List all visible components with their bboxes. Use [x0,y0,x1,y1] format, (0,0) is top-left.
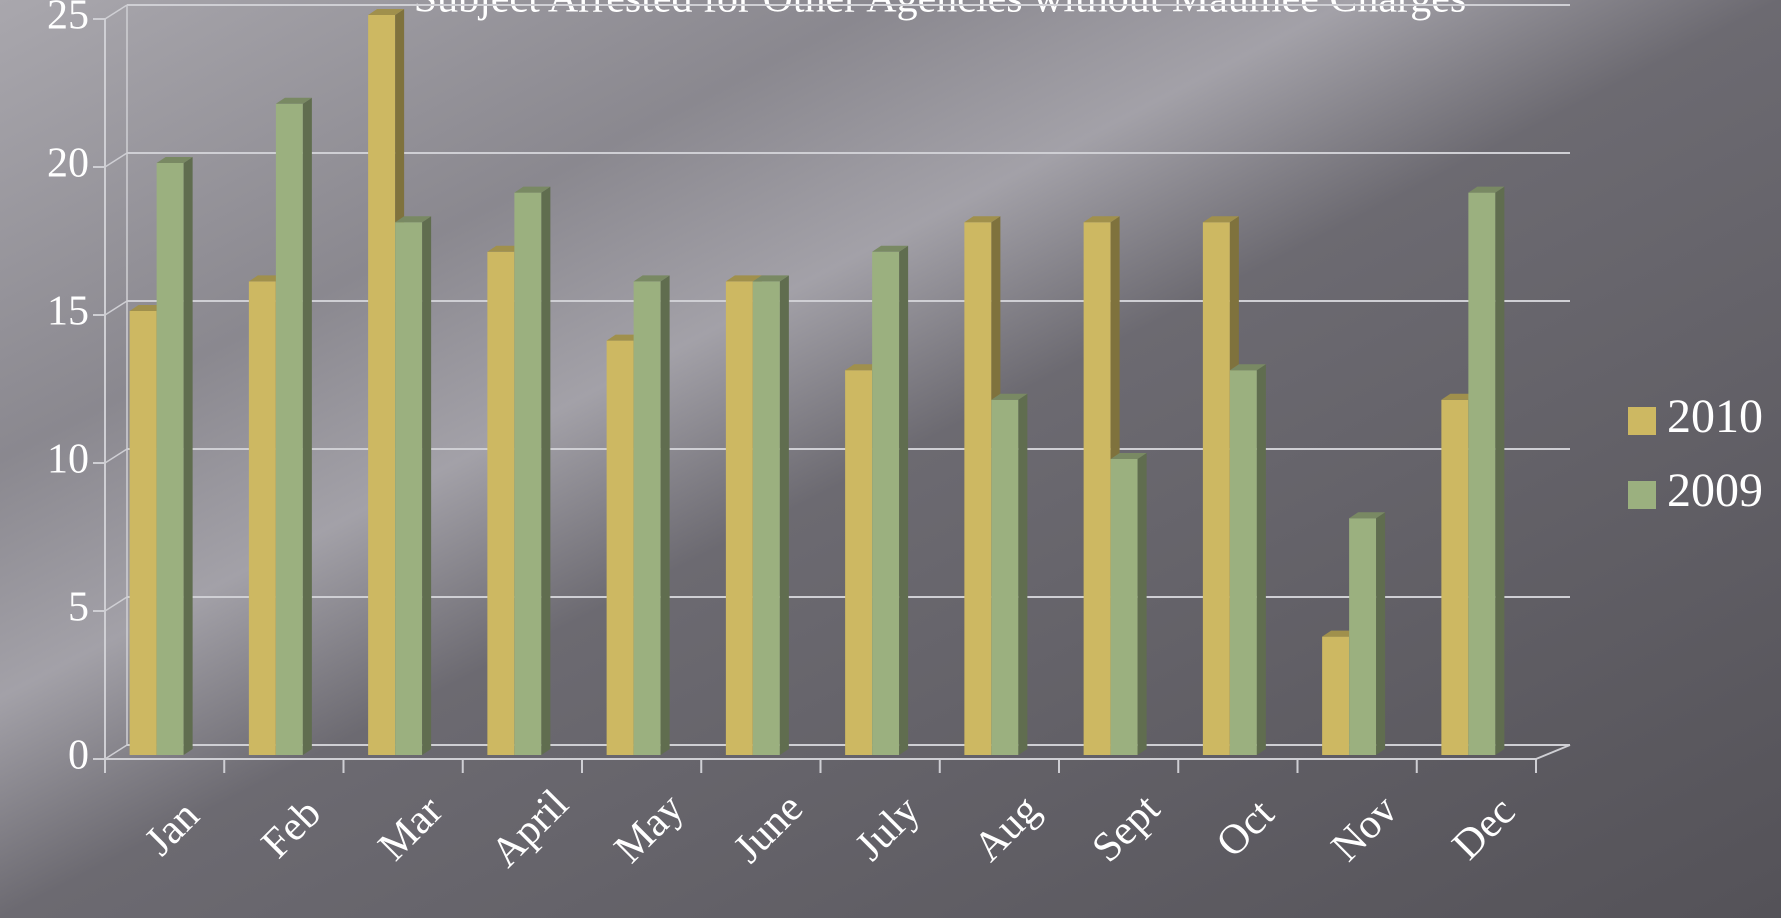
bar-top [1468,186,1505,193]
bar-top [964,216,1001,223]
bar [129,311,157,755]
bar [606,340,634,755]
bar-top [395,216,432,223]
bar-side [1376,512,1386,755]
bar-top [633,275,670,282]
bar [1110,459,1138,755]
bar-side [779,275,789,755]
y-tick-label: 25 [47,0,89,39]
bar-top [156,157,193,163]
grid-diagonal [104,300,128,316]
chart-title: Subject Arrested for Other Agencies with… [414,0,1466,22]
legend-swatch [1628,481,1656,509]
bar-side [302,97,312,756]
bar [1322,636,1350,755]
bar [248,281,276,755]
grid-diagonal [104,152,128,168]
bar-top [991,393,1028,400]
bar [156,163,184,755]
bar [872,251,900,756]
bar-side [1137,453,1147,755]
bar [1468,192,1496,756]
grid-diagonal [104,596,128,612]
bar-top [752,275,789,282]
bar [845,370,873,755]
bar-side [660,275,670,755]
bar [725,281,753,755]
bar [514,192,542,756]
bar-side [1018,393,1028,755]
bar [1441,399,1469,755]
floor-edge [1535,744,1571,760]
legend-label: 2009 [1667,464,1763,517]
bar [275,103,303,756]
bar-top [1202,216,1239,223]
y-tick-label: 15 [47,289,89,335]
bar [752,281,780,755]
legend-swatch [1628,407,1656,435]
bar-top [1083,216,1120,223]
bar [487,251,515,756]
grid-diagonal [104,448,128,464]
bar-top [725,275,762,282]
bar [1083,222,1111,755]
bar [395,222,423,755]
bar [633,281,661,755]
bar-side [1495,186,1505,756]
grid-diagonal [104,744,128,760]
bar [1229,370,1257,755]
bar-side [541,186,551,756]
bar-top [1349,512,1386,519]
y-tick-label: 10 [47,437,89,483]
bar-side [1256,364,1266,755]
bar-top [275,97,312,104]
bar [1202,222,1230,755]
bar-top [872,245,909,252]
bar-side [183,157,193,755]
bar-top [514,186,551,193]
grid-diagonal [104,4,128,20]
bar [1349,518,1377,755]
bar-top [1110,453,1147,459]
legend-label: 2010 [1667,390,1763,443]
bar [991,399,1019,755]
bar-top [1229,364,1266,371]
bar-side [422,216,432,755]
y-tick-label: 5 [68,585,89,631]
bar-top [368,9,405,15]
bar-side [899,245,909,756]
y-tick-label: 0 [68,733,89,779]
bar [368,15,396,755]
bar [964,222,992,755]
y-tick-label: 20 [47,141,89,187]
